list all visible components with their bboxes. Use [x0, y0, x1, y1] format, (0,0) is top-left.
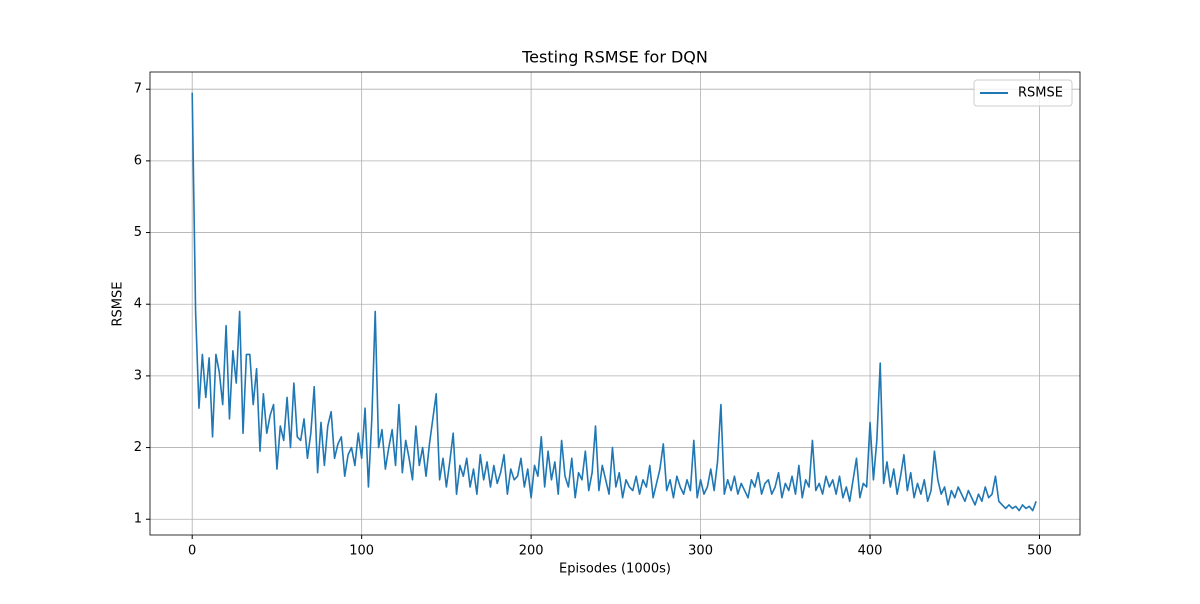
y-tick-label: 1 [134, 512, 142, 527]
y-axis-label: RSMSE [111, 282, 126, 327]
legend-label: RSMSE [1018, 86, 1063, 101]
x-axis-label: Episodes (1000s) [559, 562, 671, 577]
y-tick-label: 3 [134, 368, 142, 383]
chart-title: Testing RSMSE for DQN [521, 48, 708, 67]
x-tick-label: 500 [1027, 544, 1052, 559]
x-tick-label: 0 [188, 544, 196, 559]
legend-box [973, 79, 1073, 107]
y-tick-label: 2 [134, 440, 142, 455]
plot-frame [149, 71, 1081, 536]
x-tick-label: 200 [519, 544, 544, 559]
data-line [191, 92, 1037, 512]
x-tick-label: 300 [688, 544, 713, 559]
x-tick-label: 400 [858, 544, 883, 559]
legend: RSMSE [973, 79, 1073, 107]
x-tick-label: 100 [349, 544, 374, 559]
y-tick-label: 5 [134, 225, 142, 240]
y-tick-label: 7 [134, 82, 142, 97]
y-tick-label: 4 [134, 297, 142, 312]
y-tick-label: 6 [134, 153, 142, 168]
